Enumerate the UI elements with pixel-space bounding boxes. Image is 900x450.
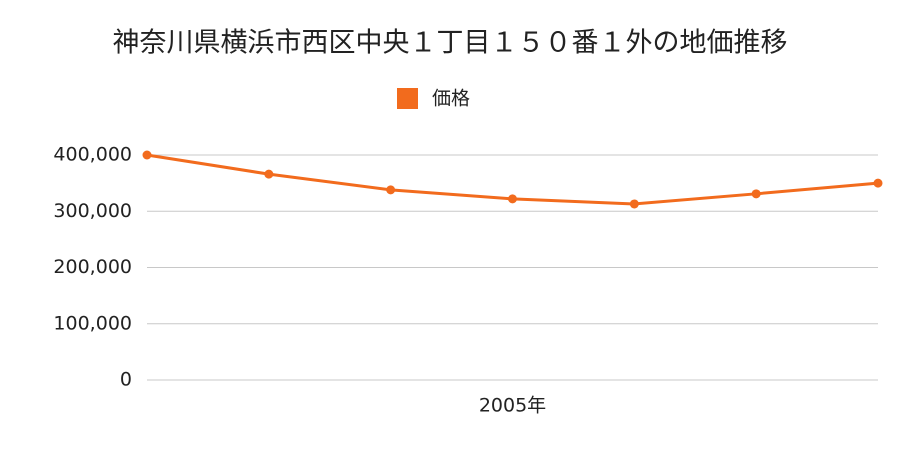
point (751, 189, 761, 199)
x-tick-label: 2005年 (479, 395, 546, 417)
point (264, 169, 274, 179)
point (508, 194, 517, 204)
chart-title: 神奈川県横浜市西区中央１丁目１５０番１外の地価推移 (113, 28, 788, 59)
point (142, 150, 152, 160)
y-tick-label: 200,000 (53, 256, 132, 278)
point (629, 199, 639, 209)
y-tick-label: 100,000 (53, 312, 132, 334)
y-tick-label: 400,000 (53, 144, 132, 166)
legend-label: 価格 (432, 88, 470, 110)
y-tick-label: 300,000 (53, 200, 132, 222)
legend-swatch (397, 88, 418, 109)
point (873, 178, 883, 188)
point (386, 185, 396, 195)
y-tick-label: 0 (120, 369, 132, 391)
